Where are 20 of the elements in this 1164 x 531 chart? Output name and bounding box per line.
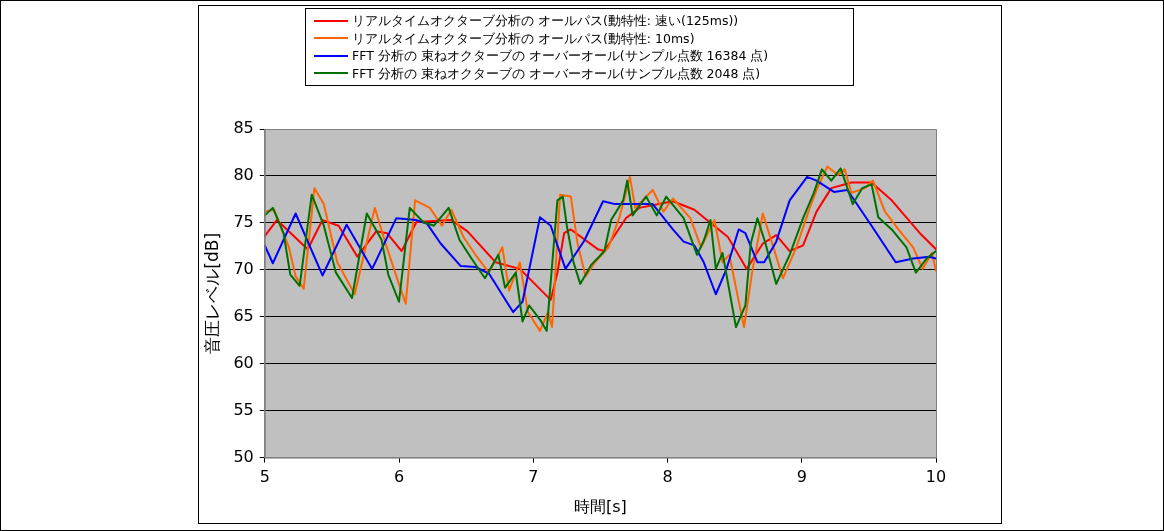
legend-label: FFT 分析の 束ねオクターブの オーバーオール(サンプル点数 16384 点) bbox=[352, 47, 769, 65]
x-tick-label: 7 bbox=[528, 467, 539, 487]
y-tick-label: 85 bbox=[233, 118, 254, 138]
x-axis-title: 時間[s] bbox=[573, 496, 627, 516]
y-tick-label: 65 bbox=[233, 305, 254, 325]
y-tick-label: 80 bbox=[233, 165, 254, 185]
x-tick-label: 5 bbox=[259, 467, 270, 487]
y-axis-title: 音圧レベル[dB] bbox=[201, 232, 222, 354]
y-tick-label: 70 bbox=[233, 258, 254, 278]
x-tick-label: 6 bbox=[393, 467, 405, 487]
x-tick-label: 10 bbox=[925, 467, 947, 487]
x-tick-label: 9 bbox=[796, 467, 807, 487]
legend-label: リアルタイムオクターブ分析の オールパス(動特性: 10ms) bbox=[352, 29, 695, 47]
y-tick-label: 55 bbox=[233, 399, 254, 419]
y-tick-label: 60 bbox=[233, 352, 254, 372]
legend-label: FFT 分析の 束ねオクターブの オーバーオール(サンプル点数 2048 点) bbox=[352, 64, 761, 82]
x-tick-label: 8 bbox=[662, 467, 673, 487]
y-tick-label: 50 bbox=[233, 446, 254, 466]
y-tick-label: 75 bbox=[233, 212, 254, 232]
legend-label: リアルタイムオクターブ分析の オールパス(動特性: 速い(125ms)) bbox=[352, 12, 739, 30]
